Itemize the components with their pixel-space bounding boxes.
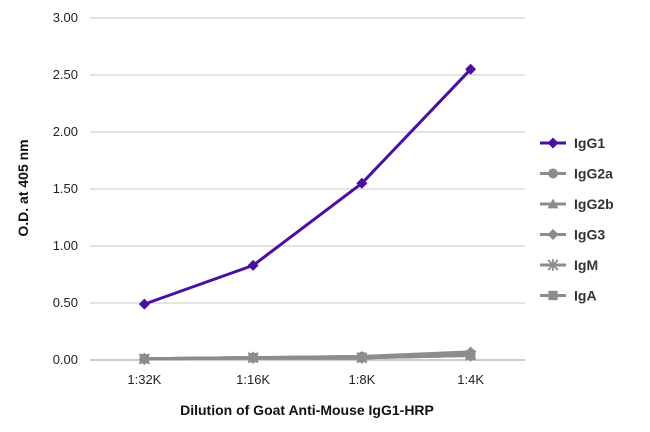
y-tick-label: 1.50	[53, 181, 78, 196]
data-point-igg1	[247, 259, 259, 271]
legend-item-igg2b: IgG2b	[540, 196, 614, 212]
series-group	[138, 63, 477, 365]
y-tick-label: 3.00	[53, 10, 78, 25]
legend-item-iga: IgA	[540, 288, 597, 304]
y-tick-labels: 0.00 0.50 1.00 1.50 2.00 2.50 3.00	[53, 10, 78, 367]
legend-label: IgG1	[574, 135, 605, 151]
x-tick-label: 1:16K	[236, 372, 270, 387]
y-tick-label: 2.00	[53, 124, 78, 139]
legend-marker	[547, 137, 559, 149]
series-line-iga	[144, 353, 471, 361]
data-point-iga	[139, 354, 150, 364]
x-tick-label: 1:32K	[127, 372, 161, 387]
legend-label: IgG2b	[574, 196, 614, 212]
legend-label: IgG2a	[574, 166, 613, 182]
data-point-igg1	[465, 63, 477, 75]
legend-item-igg1: IgG1	[540, 135, 605, 151]
legend: IgG1 IgG2a IgG2b IgG3 IgM IgA	[540, 135, 614, 304]
legend-item-igm: IgM	[540, 257, 598, 273]
y-tick-label: 2.50	[53, 67, 78, 82]
y-tick-label: 0.50	[53, 295, 78, 310]
legend-marker	[547, 229, 559, 240]
x-tick-label: 1:4K	[457, 372, 484, 387]
legend-label: IgA	[574, 288, 597, 304]
x-tick-labels: 1:32K 1:16K 1:8K 1:4K	[127, 372, 484, 387]
y-tick-label: 0.00	[53, 352, 78, 367]
data-point-iga	[465, 350, 476, 361]
legend-marker	[548, 290, 558, 301]
x-tick-label: 1:8K	[349, 372, 376, 387]
series-line-igg1	[143, 68, 472, 306]
legend-label: IgG3	[574, 227, 605, 243]
legend-marker	[548, 168, 558, 179]
y-tick-label: 1.00	[53, 238, 78, 253]
x-axis-title: Dilution of Goat Anti-Mouse IgG1-HRP	[180, 402, 434, 418]
legend-label: IgM	[574, 257, 598, 273]
data-point-igg1	[356, 177, 368, 189]
legend-marker	[547, 259, 559, 271]
legend-item-igg3: IgG3	[540, 227, 605, 243]
legend-marker	[547, 198, 559, 209]
data-point-iga	[248, 353, 258, 363]
data-point-iga	[357, 353, 367, 363]
legend-item-igg2a: IgG2a	[540, 166, 613, 182]
y-axis-title: O.D. at 405 nm	[15, 139, 31, 236]
data-point-igg1	[138, 298, 150, 310]
gridlines	[90, 17, 525, 361]
